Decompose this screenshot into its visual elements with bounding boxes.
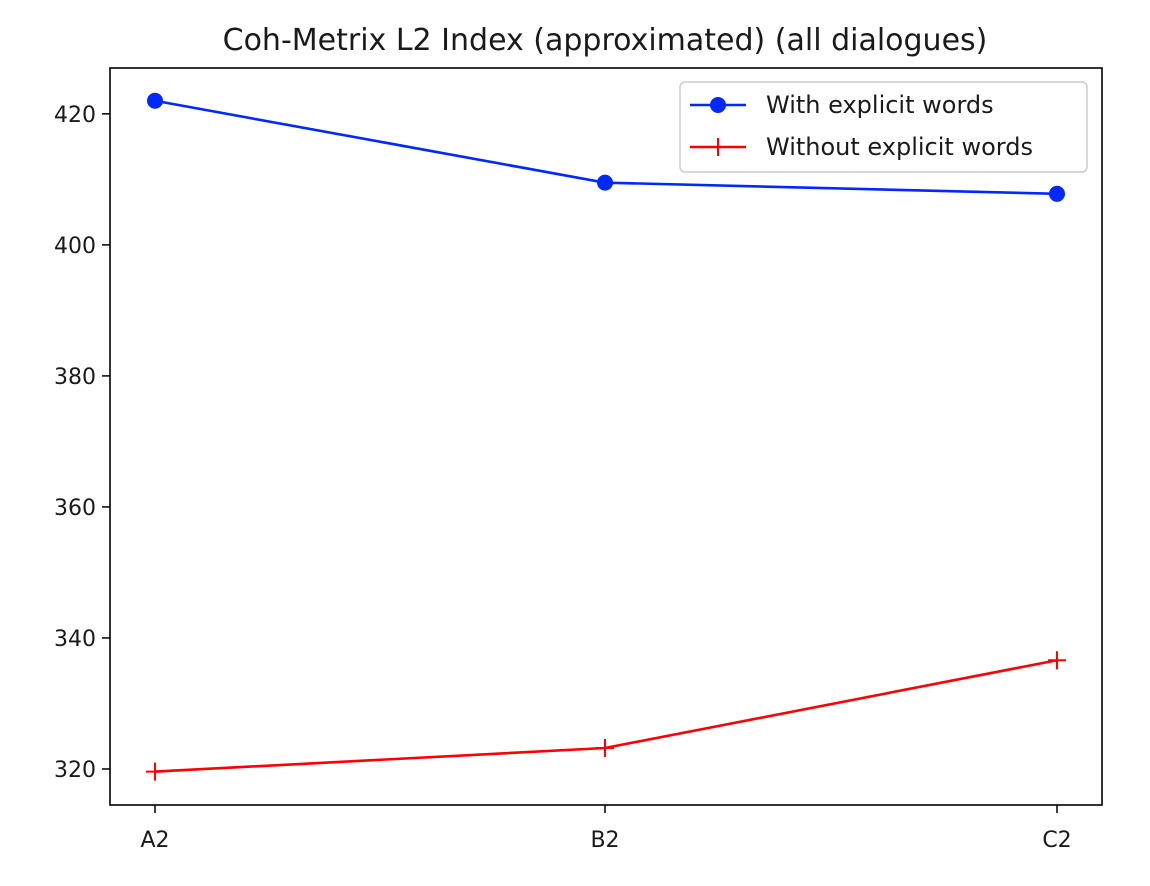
y-tick-label-360: 360 (54, 496, 96, 521)
chart-title: Coh-Metrix L2 Index (approximated) (all … (223, 23, 988, 58)
data-point-2-B2 (596, 739, 614, 758)
plot-frame (109, 67, 1103, 806)
y-tick-label-320: 320 (54, 758, 96, 783)
data-point-1-C2 (1049, 185, 1065, 202)
x-tick-label-A2: A2 (140, 828, 169, 853)
legend: With explicit words Without explicit word… (679, 81, 1088, 173)
y-tick-label-420: 420 (54, 103, 96, 128)
y-tick-label-380: 380 (54, 365, 96, 390)
x-tick-label-B2: B2 (590, 828, 619, 853)
y-tick-label-400: 400 (54, 234, 96, 259)
y-tick-label-340: 340 (54, 627, 96, 652)
data-point-2-A2 (146, 762, 164, 781)
legend-marker-2 (709, 138, 727, 156)
legend-box (679, 81, 1088, 173)
legend-label-2: Without explicit words (766, 133, 1033, 161)
plot-marks (146, 92, 1066, 781)
legend-label-1: With explicit words (766, 91, 994, 119)
legend-marker-1 (710, 97, 726, 113)
data-point-2-C2 (1048, 651, 1066, 670)
x-tick-label-C2: C2 (1042, 828, 1071, 853)
data-point-1-A2 (147, 92, 163, 109)
axes: 320 340 360 380 400 420 A2 B2 C2 (54, 67, 1103, 853)
data-point-1-B2 (597, 174, 613, 191)
